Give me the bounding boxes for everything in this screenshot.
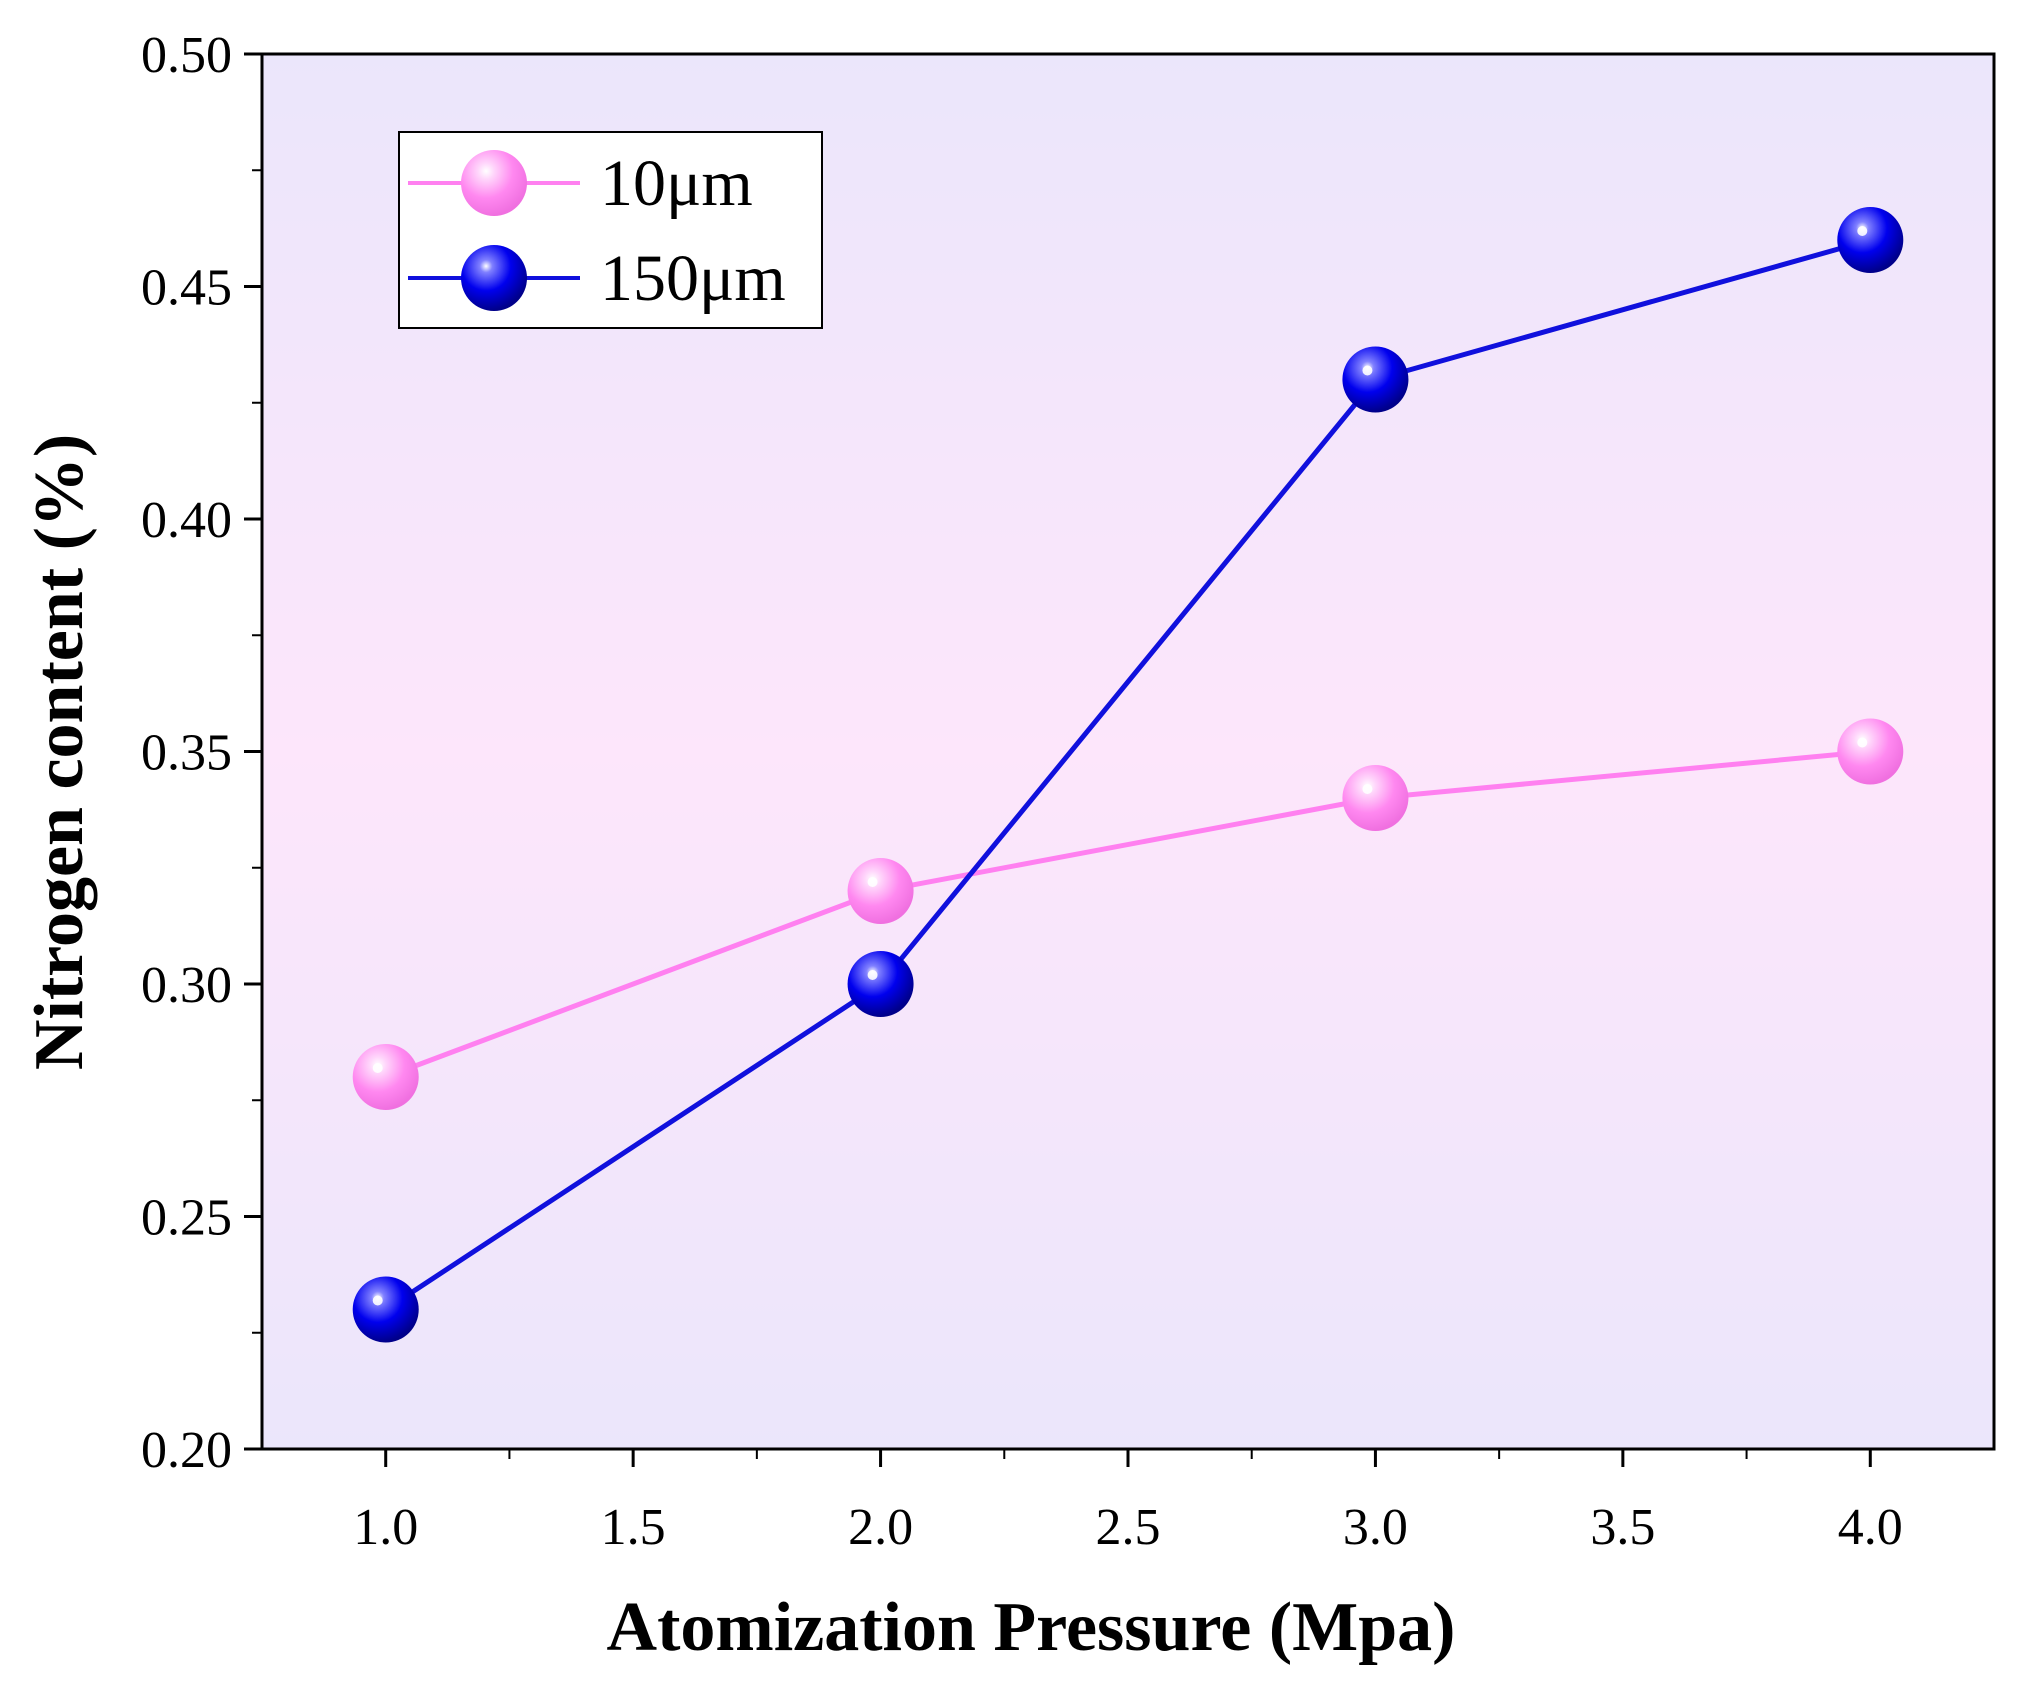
series-layer (352, 207, 1904, 1343)
data-point-highlight (1362, 365, 1373, 376)
data-point-1-1 (847, 951, 914, 1017)
y-tick-label: 0.50 (141, 27, 232, 84)
data-point-0-2 (1342, 765, 1409, 831)
data-point-1-3 (1837, 207, 1904, 273)
data-point-highlight (1857, 226, 1868, 236)
data-point-0-1 (847, 858, 914, 924)
y-tick-label: 0.40 (141, 492, 232, 549)
data-point-0-3 (1837, 718, 1904, 785)
x-tick-label: 1.0 (353, 1499, 418, 1556)
x-axis-title: Atomization Pressure (Mpa) (607, 1589, 1456, 1666)
data-point-1-0 (352, 1276, 419, 1343)
data-point-highlight (867, 970, 878, 980)
data-point-highlight (867, 877, 878, 887)
y-tick-label: 0.20 (141, 1422, 232, 1479)
legend: 10μm 150μm (398, 131, 823, 329)
data-point-highlight (1857, 737, 1868, 748)
x-tick-label: 1.5 (601, 1499, 666, 1556)
x-tick-label: 2.0 (848, 1499, 913, 1556)
x-tick-label: 4.0 (1838, 1499, 1903, 1556)
series-line-1 (384, 237, 1871, 1312)
data-point-highlight (372, 1063, 383, 1073)
legend-label-150um: 150μm (600, 242, 786, 315)
y-tick-label: 0.45 (141, 260, 232, 317)
series-line-0 (384, 749, 1871, 1080)
data-point-highlight (372, 1295, 383, 1306)
y-tick-label: 0.35 (141, 725, 232, 782)
ticks-layer: 1.0 1.5 2.0 2.5 3.0 3.5 4.0 0.20 0.25 0.30 0.35 0.4… (141, 27, 1903, 1556)
data-point-0-0 (352, 1044, 419, 1110)
x-tick-label: 3.0 (1343, 1499, 1408, 1556)
legend-label-10um: 10μm (600, 147, 753, 220)
x-tick-label: 3.5 (1590, 1499, 1655, 1556)
y-axis-title: Nitrogen content (%) (21, 434, 98, 1070)
legend-marker-10um (461, 150, 527, 216)
data-point-1-2 (1342, 346, 1409, 413)
x-tick-label: 2.5 (1096, 1499, 1161, 1556)
data-point-highlight (1362, 784, 1373, 794)
y-tick-label: 0.30 (141, 957, 232, 1014)
y-tick-label: 0.25 (141, 1190, 232, 1247)
legend-marker-150um (461, 245, 527, 311)
